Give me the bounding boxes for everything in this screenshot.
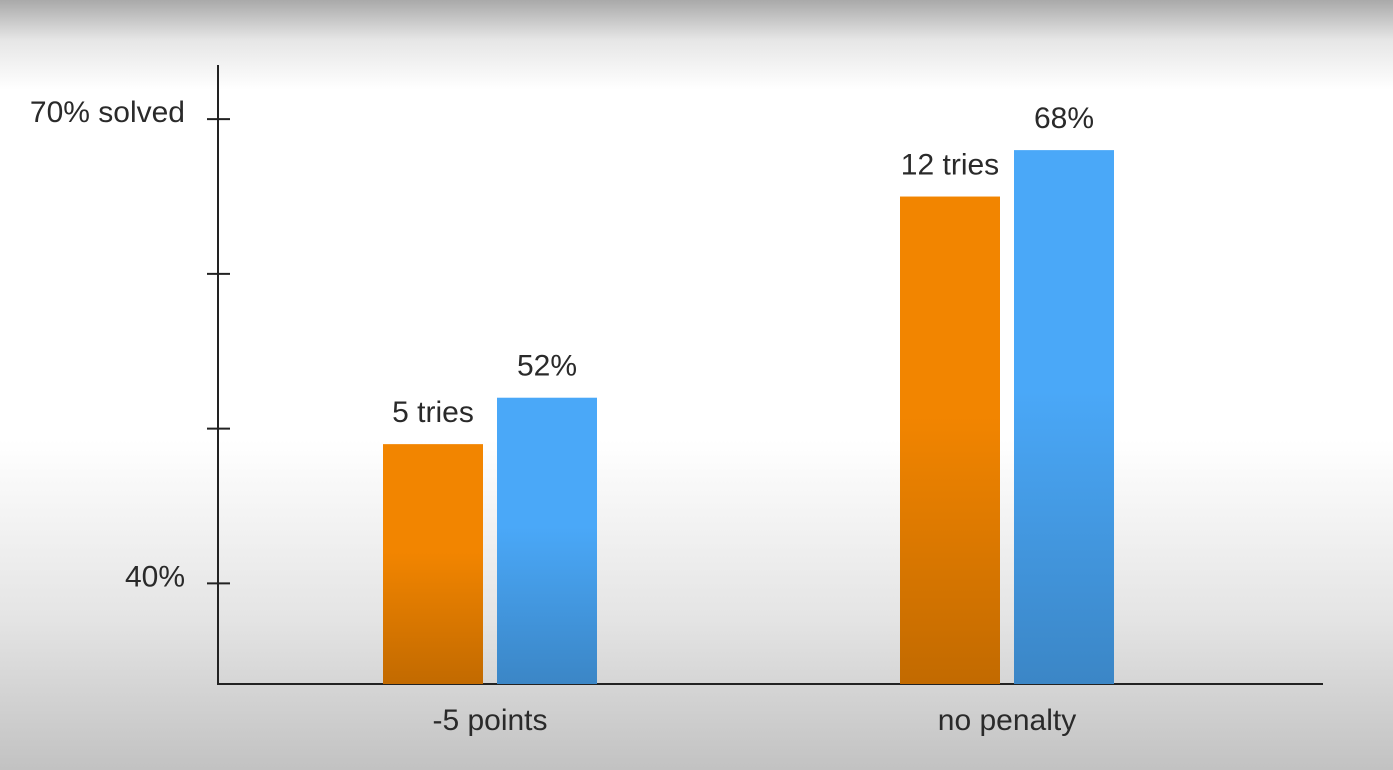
bar <box>497 397 597 684</box>
bar <box>1014 150 1114 685</box>
bar <box>383 444 483 684</box>
value-label: 12 tries <box>901 148 999 181</box>
y-tick-label: 70% solved <box>30 96 185 129</box>
y-tick-label: 40% <box>125 560 185 593</box>
x-tick-label: no penalty <box>938 704 1076 737</box>
x-tick-label: -5 points <box>432 704 547 737</box>
bar <box>900 196 1000 684</box>
value-label: 68% <box>1034 102 1094 135</box>
value-label: 5 tries <box>392 396 474 429</box>
value-label: 52% <box>517 350 577 383</box>
